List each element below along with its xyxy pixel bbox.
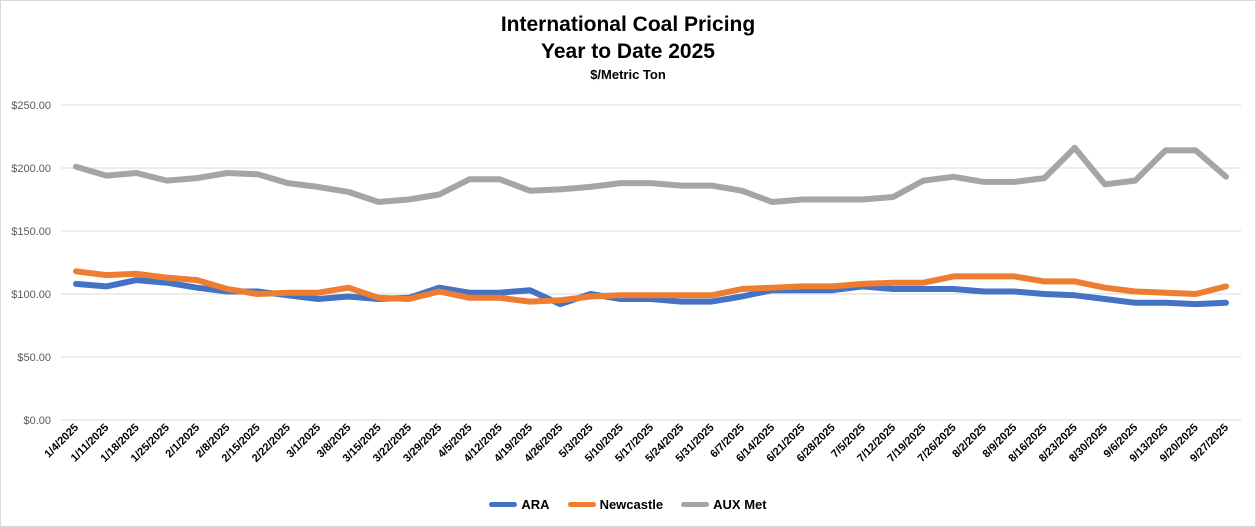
- y-tick-label: $100.00: [11, 289, 51, 301]
- chart-subtitle: Year to Date 2025: [541, 40, 715, 63]
- legend-swatch-aux-met: [681, 502, 710, 507]
- legend-label-ara: ARA: [521, 497, 550, 512]
- legend-item-ara: ARA: [489, 497, 550, 512]
- legend-label-newcastle: Newcastle: [599, 497, 664, 512]
- legend-item-aux-met: AUX Met: [681, 497, 767, 512]
- legend-item-newcastle: Newcastle: [567, 497, 664, 512]
- legend-label-aux-met: AUX Met: [713, 497, 767, 512]
- chart-titles: International Coal Pricing Year to Date …: [1, 11, 1255, 85]
- y-tick-label: $150.00: [11, 226, 51, 238]
- y-tick-label: $50.00: [17, 352, 51, 364]
- chart-legend: ARA Newcastle AUX Met: [1, 497, 1255, 512]
- chart-title: International Coal Pricing: [500, 13, 756, 36]
- legend-swatch-newcastle: [567, 502, 596, 507]
- series-line-aux-met: [73, 144, 1229, 205]
- legend-swatch-ara: [489, 502, 518, 507]
- y-tick-label: $250.00: [11, 100, 51, 112]
- y-tick-label: $0.00: [23, 415, 51, 427]
- chart-unit-label: $/Metric Ton: [590, 67, 666, 82]
- series-line-newcastle: [73, 268, 1229, 305]
- y-tick-label: $200.00: [11, 163, 51, 175]
